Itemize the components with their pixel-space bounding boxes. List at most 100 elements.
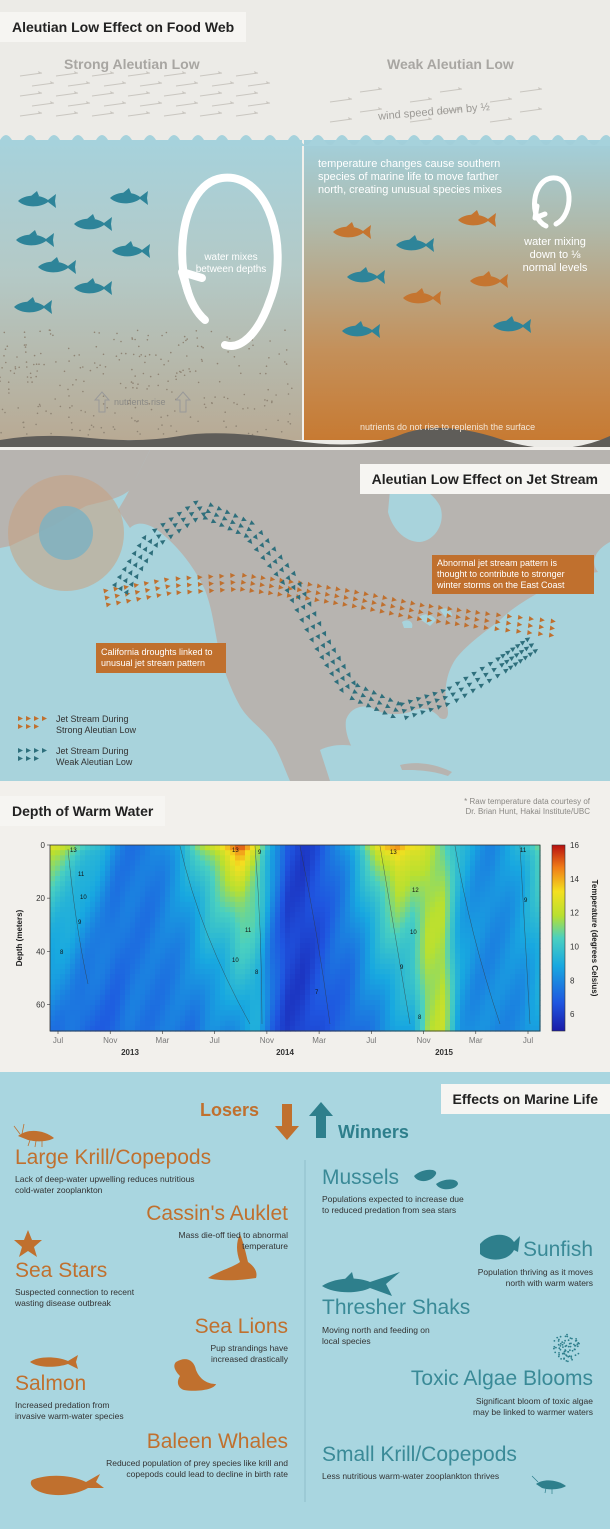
- jet-stream-marker: [354, 589, 360, 595]
- heatmap-cell: [510, 907, 516, 913]
- heatmap-cell: [505, 989, 511, 996]
- large-krill-desc-line1: Lack of deep-water upwelling reduces nut…: [15, 1174, 195, 1184]
- heatmap-cell: [335, 891, 341, 898]
- heatmap-cell: [315, 860, 321, 867]
- heatmap-cell: [375, 917, 381, 924]
- heatmap-cell: [340, 922, 346, 929]
- heatmap-cell: [190, 1010, 196, 1017]
- marine-life-title: Effects on Marine Life: [440, 1084, 610, 1114]
- heatmap-cell: [415, 860, 421, 867]
- heatmap-cell: [285, 876, 291, 882]
- heatmap-cell: [400, 984, 406, 991]
- heatmap-cell: [145, 984, 151, 991]
- jet-stream-marker: [412, 712, 418, 718]
- algae-dot: [557, 1355, 560, 1358]
- heatmap-cell: [505, 850, 511, 856]
- heatmap-cell: [300, 927, 306, 934]
- heatmap-cell: [470, 943, 476, 949]
- heatmap-cell: [120, 1010, 126, 1017]
- heatmap-cell: [460, 932, 466, 939]
- heatmap-cell: [110, 969, 116, 975]
- heatmap-cell: [455, 927, 461, 934]
- heatmap-cell: [485, 958, 491, 965]
- heatmap-cell: [350, 1020, 356, 1027]
- nutrient-dot: [114, 412, 116, 414]
- heatmap-cell: [485, 886, 491, 893]
- heatmap-cell: [420, 901, 426, 908]
- wind-arrow: [489, 116, 513, 123]
- heatmap-cell: [170, 855, 176, 862]
- heatmap-cell: [275, 855, 281, 862]
- heatmap-cell: [80, 855, 86, 862]
- heatmap-cell: [510, 938, 516, 944]
- heatmap-cell: [335, 917, 341, 924]
- heatmap-cell: [320, 922, 326, 929]
- heatmap-cell: [405, 917, 411, 924]
- heatmap-cell: [310, 989, 316, 996]
- heatmap-cell: [270, 1000, 276, 1006]
- heatmap-cell: [170, 865, 176, 872]
- heatmap-cell: [190, 969, 196, 975]
- heatmap-cell: [525, 896, 531, 903]
- heatmap-cell: [225, 891, 231, 898]
- heatmap-cell: [260, 860, 266, 867]
- heatmap-cell: [125, 896, 131, 903]
- heatmap-cell: [105, 979, 111, 986]
- heatmap-cell: [370, 1025, 376, 1032]
- heatmap-cell: [295, 855, 301, 862]
- nutrient-dot: [27, 381, 29, 383]
- jet-stream-marker: [180, 517, 187, 523]
- heatmap-cell: [95, 979, 101, 986]
- nutrient-dot: [142, 372, 145, 375]
- heatmap-cell: [155, 958, 161, 965]
- heatmap-cell: [435, 958, 441, 965]
- heatmap-cell: [235, 907, 241, 913]
- heatmap-cell: [490, 943, 496, 949]
- heatmap-cell: [230, 938, 236, 944]
- heatmap-cell: [85, 1015, 91, 1022]
- heatmap-cell: [395, 958, 401, 965]
- heatmap-cell: [500, 989, 506, 996]
- jet-stream-marker: [436, 611, 443, 617]
- heatmap-cell: [180, 943, 186, 949]
- heatmap-cell: [400, 1020, 406, 1027]
- heatmap-cell: [290, 855, 296, 862]
- jet-stream-marker: [355, 682, 361, 688]
- heatmap-cell: [200, 974, 206, 980]
- heatmap-cell: [345, 1025, 351, 1032]
- heatmap-cell: [105, 1005, 111, 1011]
- heatmap-cell: [440, 969, 446, 975]
- nutrient-dot: [170, 425, 172, 427]
- heatmap-cell: [325, 860, 331, 867]
- heatmap-cell: [395, 876, 401, 882]
- heatmap-cell: [435, 855, 441, 862]
- heatmap-cell: [470, 860, 476, 867]
- heatmap-cell: [225, 865, 231, 872]
- heatmap-cell: [385, 979, 391, 986]
- heatmap-cell: [75, 1025, 81, 1032]
- nutrient-dot: [252, 344, 254, 347]
- heatmap-cell: [340, 969, 346, 975]
- heatmap-cell: [160, 938, 166, 944]
- heatmap-cell: [465, 963, 471, 970]
- heatmap-cell: [495, 891, 501, 898]
- heatmap-cell: [130, 1005, 136, 1011]
- heatmap-cell: [400, 907, 406, 913]
- heatmap-cell: [515, 870, 521, 877]
- heatmap-cell: [270, 994, 276, 1001]
- heatmap-cell: [470, 974, 476, 980]
- heatmap-cell: [325, 891, 331, 898]
- heatmap-cell: [175, 948, 181, 955]
- thresher-name: Thresher Shaks: [322, 1296, 471, 1319]
- nutrient-dot: [132, 353, 135, 356]
- jet-stream-marker: [184, 506, 191, 511]
- heatmap-cell: [335, 896, 341, 903]
- heatmap-cell: [75, 855, 81, 862]
- heatmap-cell: [275, 907, 281, 913]
- heatmap-cell: [265, 948, 271, 955]
- heatmap-cell: [420, 922, 426, 929]
- heatmap-cell: [425, 912, 431, 918]
- heatmap-cell: [150, 943, 156, 949]
- contour-label: 10: [80, 895, 87, 901]
- heatmap-cell: [325, 994, 331, 1001]
